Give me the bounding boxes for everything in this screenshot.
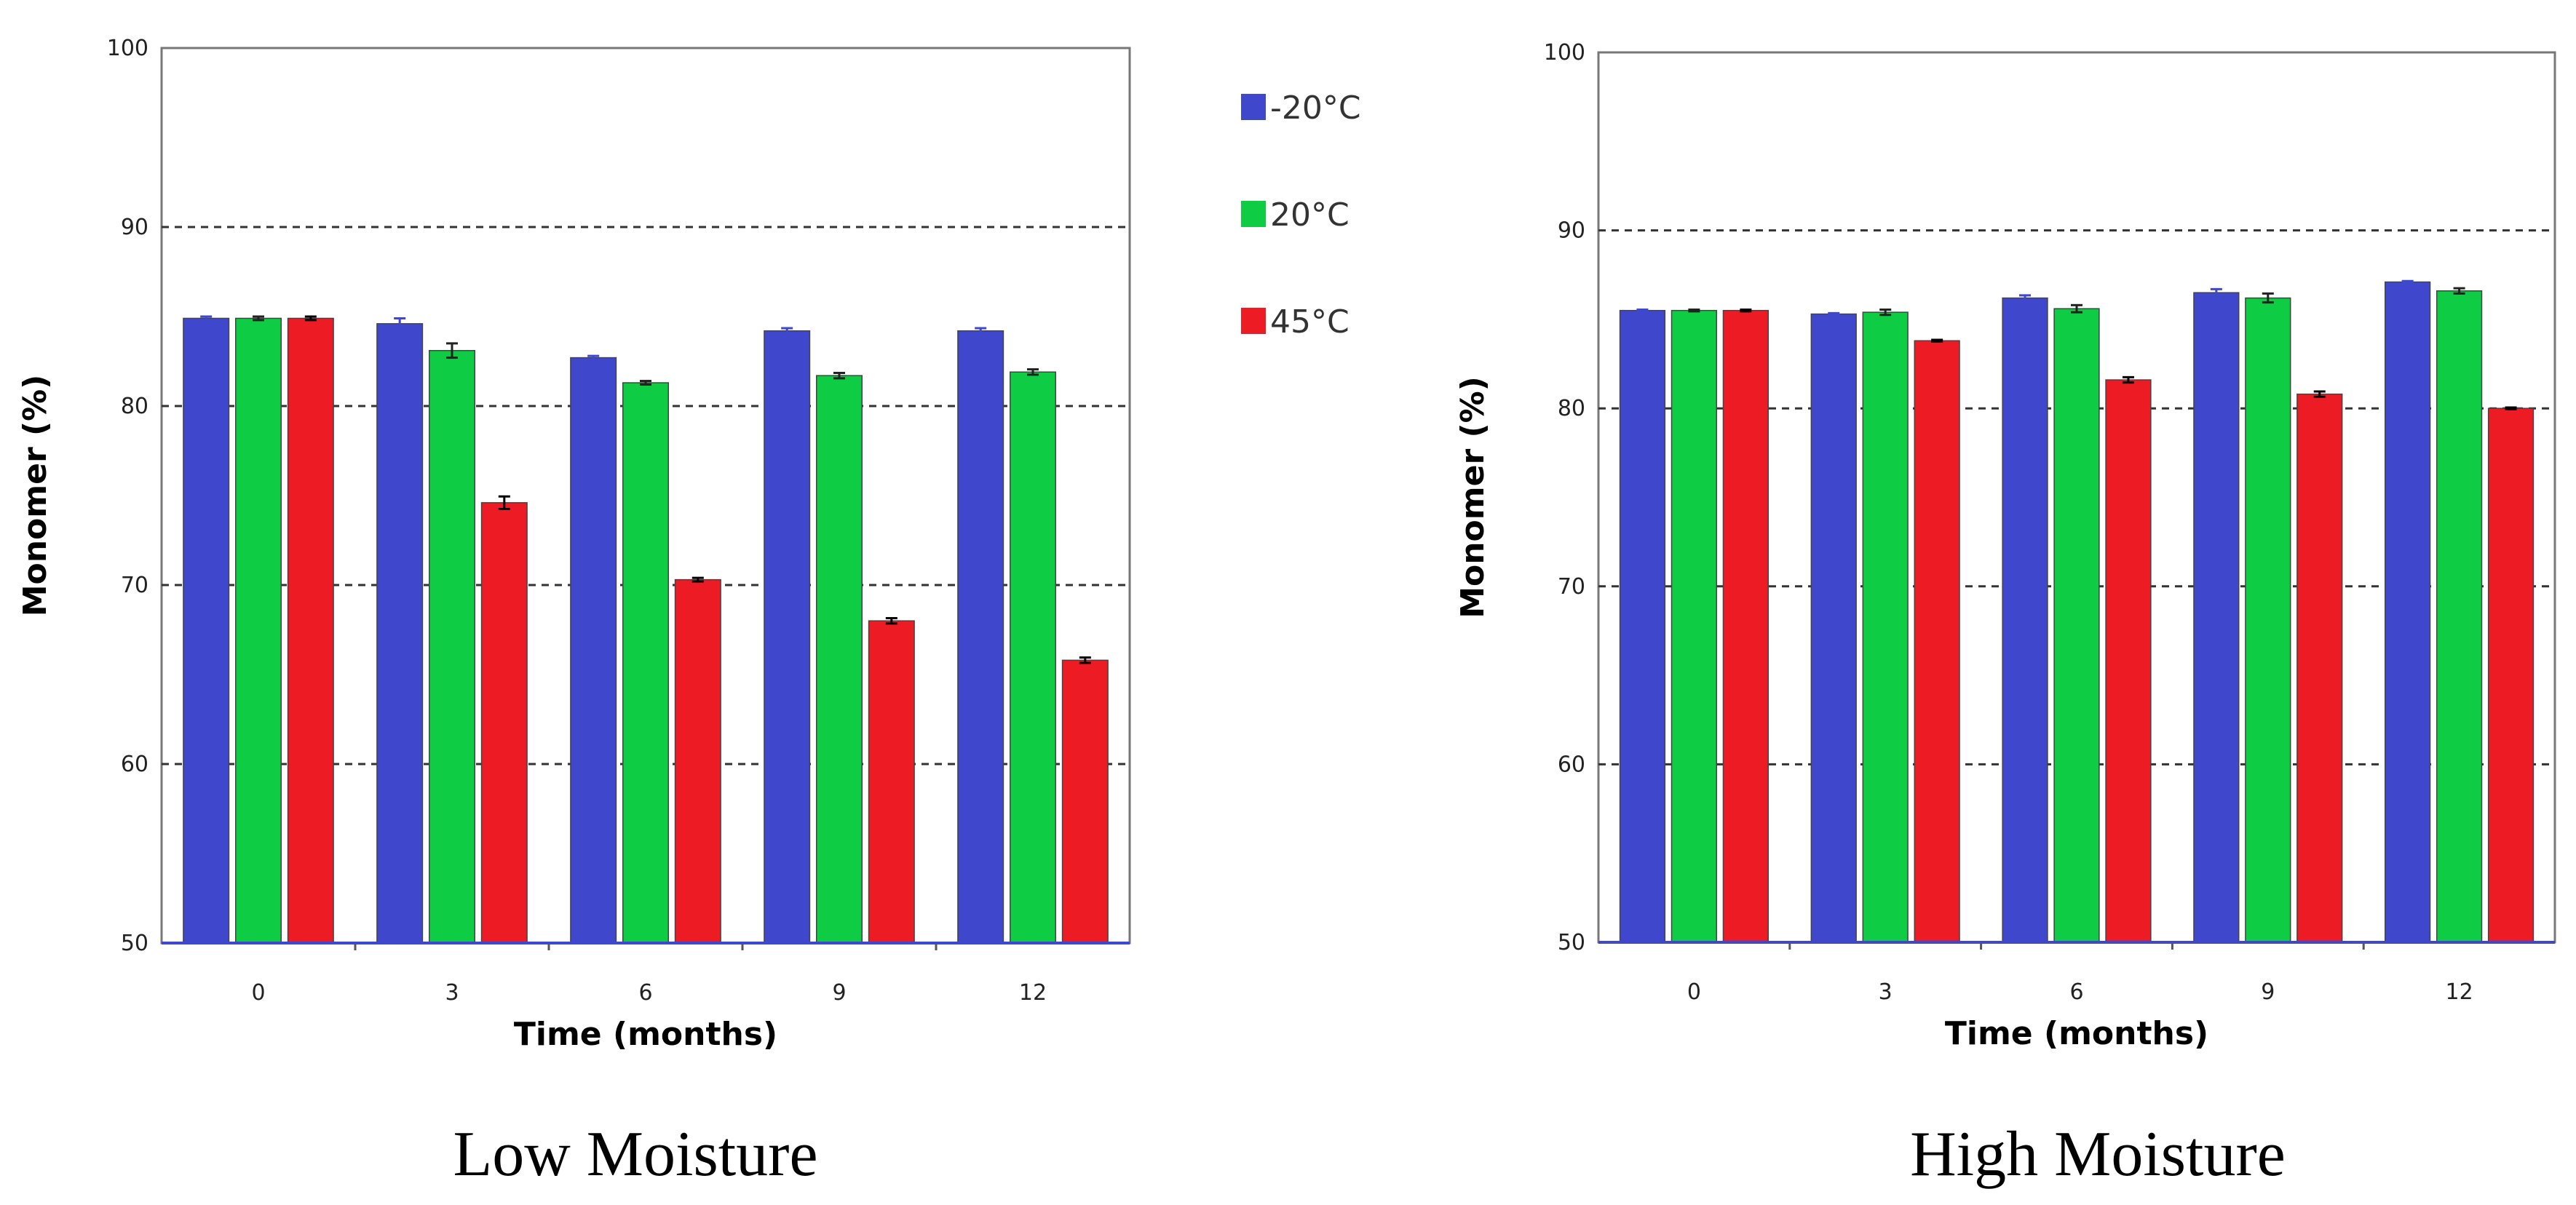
bar-45°C-3 [1914, 340, 1960, 943]
legend-swatch-45°C [1241, 308, 1266, 334]
bar-20°C-3 [428, 349, 476, 944]
x-tick-label: 9 [2261, 979, 2275, 1005]
bar-20°C-6 [622, 382, 670, 944]
bar-20°C-3 [1862, 311, 1909, 943]
x-axis-title: Time (months) [1945, 1015, 2208, 1052]
legend-label: 20°C [1270, 196, 1350, 234]
x-tick-label: 12 [1019, 980, 1047, 1006]
y-tick-label: 90 [121, 215, 148, 240]
x-tick-label: 9 [832, 980, 846, 1006]
y-tick-label: 60 [121, 752, 148, 777]
x-axis-title: Time (months) [514, 1016, 777, 1053]
y-tick-label: 90 [1558, 218, 1585, 244]
bar--20°C-3 [376, 323, 424, 944]
bar--20°C-12 [2385, 281, 2431, 943]
bar-20°C-9 [815, 375, 863, 944]
bar-20°C-9 [2245, 297, 2291, 943]
y-axis-title: Monomer (%) [17, 375, 54, 617]
bar-20°C-6 [2053, 308, 2100, 943]
y-tick-label: 80 [121, 394, 148, 419]
caption-low-moisture: Low Moisture [453, 1119, 817, 1190]
bar-45°C-3 [480, 502, 528, 944]
bar-20°C-0 [1671, 309, 1718, 943]
x-tick-label: 0 [1687, 979, 1701, 1005]
y-tick-label: 80 [1558, 396, 1585, 421]
x-tick-label: 6 [2069, 979, 2083, 1005]
y-axis-title: Monomer (%) [1454, 376, 1491, 619]
legend: -20°C 20°C 45°C [1241, 90, 1361, 341]
bar-45°C-6 [2105, 379, 2152, 943]
legend-swatch--20°C [1241, 94, 1266, 120]
caption-high-moisture: High Moisture [1910, 1119, 2286, 1190]
legend-swatch-20°C [1241, 201, 1266, 227]
x-tick-label: 3 [445, 980, 459, 1006]
y-tick-label: 100 [107, 36, 148, 61]
y-tick-label: 50 [121, 931, 148, 956]
bar--20°C-6 [570, 357, 617, 944]
bar--20°C-9 [764, 330, 811, 944]
y-tick-label: 100 [1544, 40, 1585, 65]
bar--20°C-0 [1619, 309, 1666, 943]
y-tick-label: 50 [1558, 930, 1585, 955]
bar-20°C-0 [234, 317, 282, 944]
x-tick-label: 0 [251, 980, 265, 1006]
bar--20°C-12 [957, 330, 1004, 944]
y-tick-label: 70 [121, 573, 148, 598]
bar-45°C-12 [1061, 659, 1109, 944]
bar-45°C-0 [287, 317, 334, 944]
chart-low-moisture: 50 60 70 80 90 100 0 3 6 9 12 Time (months) Monomer … [17, 36, 1131, 1053]
bar--20°C-6 [2002, 297, 2048, 943]
bar--20°C-9 [2193, 292, 2240, 943]
bar--20°C-3 [1810, 313, 1857, 943]
bar-45°C-12 [2487, 407, 2535, 943]
bar--20°C-0 [183, 317, 230, 944]
legend-label: 45°C [1270, 303, 1350, 341]
legend-label: -20°C [1270, 90, 1361, 127]
chart-high-moisture: 50 60 70 80 90 100 0 3 6 9 12 Time (months) Monomer … [1454, 40, 2556, 1052]
bar-45°C-9 [2296, 393, 2343, 943]
x-tick-label: 12 [2446, 979, 2473, 1005]
y-tick-label: 70 [1558, 574, 1585, 600]
x-tick-label: 3 [1879, 979, 1893, 1005]
bar-45°C-6 [674, 578, 721, 944]
bar-45°C-0 [1722, 309, 1769, 943]
y-tick-label: 60 [1558, 752, 1585, 777]
bar-20°C-12 [2436, 290, 2483, 943]
bar-45°C-9 [868, 620, 915, 944]
bar-20°C-12 [1009, 371, 1057, 944]
x-tick-label: 6 [638, 980, 652, 1006]
